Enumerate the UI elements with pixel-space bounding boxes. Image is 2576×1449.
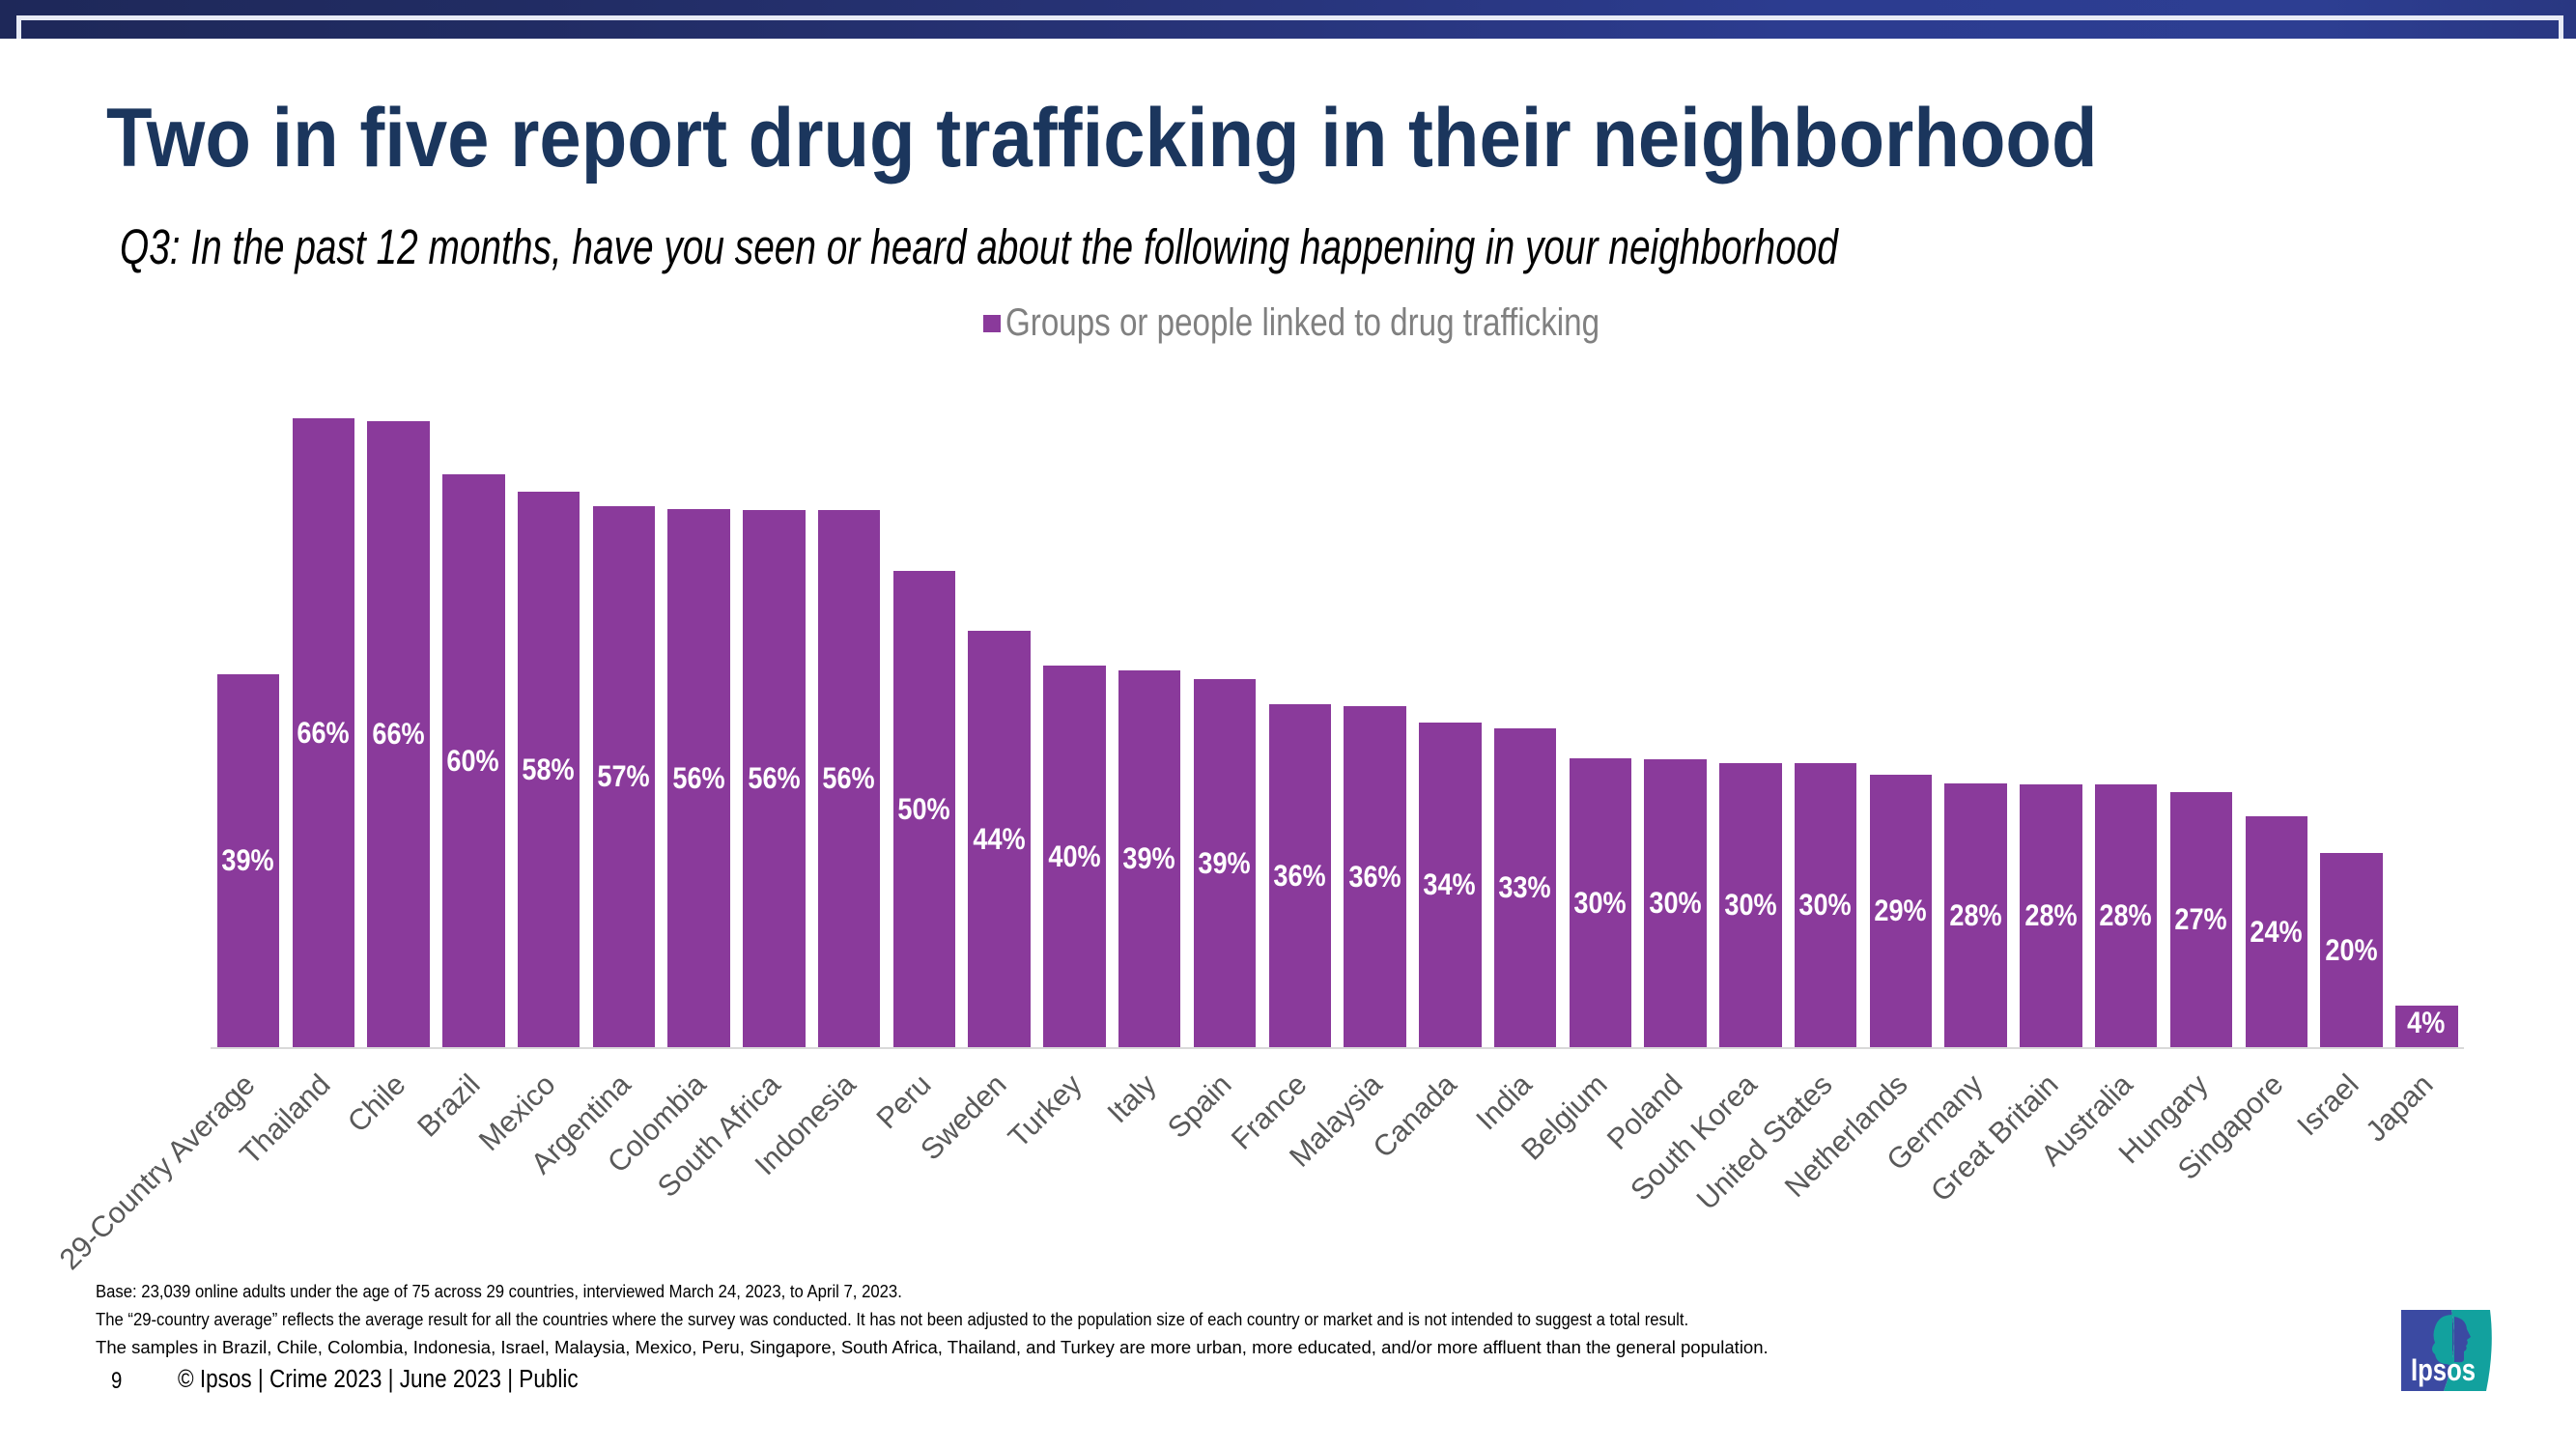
svg-text:Ipsos: Ipsos: [2411, 1352, 2476, 1387]
